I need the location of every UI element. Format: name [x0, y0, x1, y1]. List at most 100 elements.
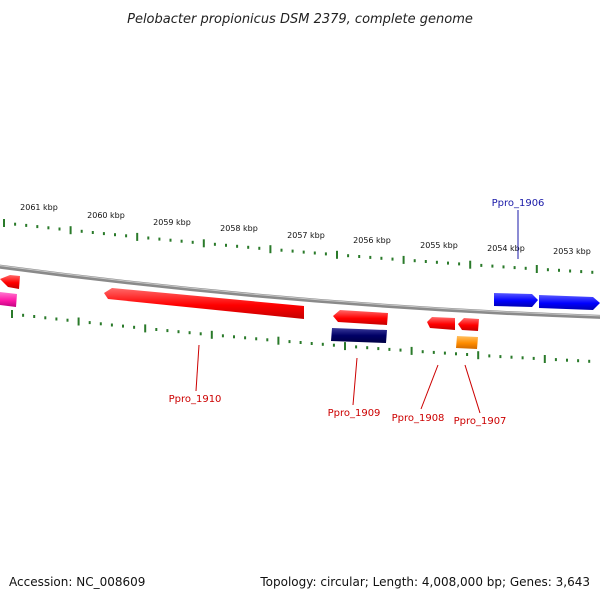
scale-minor-tick — [513, 266, 516, 270]
scale-minor-tick — [424, 260, 427, 263]
scale-minor-tick — [413, 259, 416, 263]
scale-label-2058: 2058 kbp — [220, 224, 258, 233]
scale-label-2061: 2061 kbp — [20, 203, 58, 212]
callout-line-ppro-1910 — [195, 344, 200, 392]
scale-major-tick — [136, 232, 139, 241]
scale-minor-tick — [221, 334, 224, 338]
scale-major-tick — [543, 355, 546, 363]
scale-major-tick — [210, 330, 213, 339]
scale-minor-tick — [369, 255, 372, 259]
gene-forward-arrow[interactable] — [539, 295, 600, 310]
scale-major-tick — [344, 342, 346, 351]
scale-minor-tick — [33, 315, 36, 318]
scale-minor-tick — [488, 354, 491, 358]
scale-minor-tick — [122, 324, 124, 328]
genome-backbone — [0, 264, 600, 319]
scale-minor-tick — [247, 245, 250, 249]
scale-minor-tick — [399, 348, 402, 352]
scale-minor-tick — [99, 322, 102, 326]
scale-major-tick — [402, 255, 405, 264]
scale-label-2059: 2059 kbp — [153, 218, 191, 227]
scale-minor-tick — [147, 236, 150, 240]
scale-minor-tick — [288, 340, 291, 344]
outer-scale-ticks — [3, 219, 594, 274]
scale-minor-tick — [347, 254, 350, 258]
scale-minor-tick — [321, 342, 324, 346]
scale-major-tick — [11, 310, 13, 318]
scale-minor-tick — [358, 255, 361, 258]
scale-major-tick — [69, 226, 72, 235]
callout-line-ppro-1909 — [352, 357, 358, 406]
scale-minor-tick — [443, 351, 446, 355]
genome-backbone-highlight — [0, 265, 600, 317]
scale-minor-tick — [510, 355, 513, 359]
scale-minor-tick — [366, 346, 369, 350]
gene-dark-arrow[interactable] — [331, 328, 387, 343]
scale-minor-tick — [591, 270, 594, 274]
scale-minor-tick — [58, 227, 61, 231]
scale-minor-tick — [236, 244, 239, 248]
gene-label-ppro-1906[interactable]: Ppro_1906 — [492, 198, 545, 209]
scale-minor-tick — [258, 246, 261, 250]
scale-minor-tick — [532, 356, 535, 360]
scale-minor-tick — [169, 238, 172, 242]
genome-summary-text: Topology: circular; Length: 4,008,000 bp… — [259, 575, 590, 589]
scale-minor-tick — [280, 248, 283, 252]
scale-label-2056: 2056 kbp — [353, 236, 391, 245]
scale-minor-tick — [377, 347, 380, 351]
scale-major-tick — [336, 250, 338, 259]
scale-minor-tick — [91, 231, 94, 234]
scale-minor-tick — [291, 249, 294, 253]
scale-minor-tick — [458, 262, 461, 266]
accession-text: Accession: NC_008609 — [9, 575, 145, 589]
scale-minor-tick — [580, 270, 583, 274]
scale-minor-tick — [158, 237, 161, 241]
scale-label-2054: 2054 kbp — [487, 244, 525, 253]
scale-minor-tick — [447, 261, 449, 265]
scale-minor-tick — [266, 338, 269, 342]
scale-minor-tick — [36, 225, 39, 229]
scale-minor-tick — [233, 335, 235, 339]
gene-label-ppro-1910[interactable]: Ppro_1910 — [169, 394, 222, 405]
scale-minor-tick — [569, 269, 572, 273]
scale-minor-tick — [188, 331, 191, 335]
gene-label-ppro-1907[interactable]: Ppro_1907 — [454, 416, 507, 427]
gene-orange-arrow[interactable] — [456, 336, 478, 349]
gene-reverse-arrow-left[interactable] — [0, 275, 20, 289]
scale-minor-tick — [125, 234, 128, 238]
scale-minor-tick — [110, 323, 113, 327]
scale-minor-tick — [213, 242, 216, 246]
scale-minor-tick — [244, 336, 247, 340]
scale-minor-tick — [225, 243, 227, 247]
scale-minor-tick — [299, 341, 302, 344]
scale-minor-tick — [102, 232, 105, 236]
scale-minor-tick — [55, 317, 58, 321]
gene-label-ppro-1909[interactable]: Ppro_1909 — [328, 408, 381, 419]
scale-major-tick — [535, 265, 538, 273]
scale-minor-tick — [577, 359, 580, 363]
scale-minor-tick — [546, 268, 549, 272]
scale-minor-tick — [432, 350, 435, 354]
gene-label-ppro-1908[interactable]: Ppro_1908 — [392, 413, 445, 424]
gene-ppro-1909-arrow[interactable] — [333, 310, 388, 325]
gene-ppro-1910-arrow[interactable] — [104, 288, 304, 319]
map-title: Pelobacter propionicus DSM 2379, complet… — [127, 12, 473, 27]
scale-minor-tick — [310, 342, 313, 345]
scale-minor-tick — [324, 252, 327, 256]
scale-minor-tick — [502, 265, 505, 269]
scale-minor-tick — [255, 337, 258, 341]
inner-scale-ticks — [11, 310, 591, 363]
gene-magenta-arrow[interactable] — [0, 292, 17, 307]
scale-minor-tick — [521, 356, 524, 360]
scale-minor-tick — [114, 233, 116, 237]
scale-major-tick — [77, 317, 80, 326]
scale-minor-tick — [332, 343, 335, 347]
gene-ppro-1908-arrow[interactable] — [427, 317, 455, 330]
scale-minor-tick — [388, 347, 391, 351]
scale-label-2057: 2057 kbp — [287, 231, 325, 240]
scale-minor-tick — [313, 251, 316, 255]
gene-ppro-1906-arrow[interactable] — [494, 293, 538, 307]
gene-ppro-1907-arrow[interactable] — [458, 318, 479, 331]
scale-major-tick — [410, 346, 413, 355]
scale-minor-tick — [466, 353, 469, 356]
